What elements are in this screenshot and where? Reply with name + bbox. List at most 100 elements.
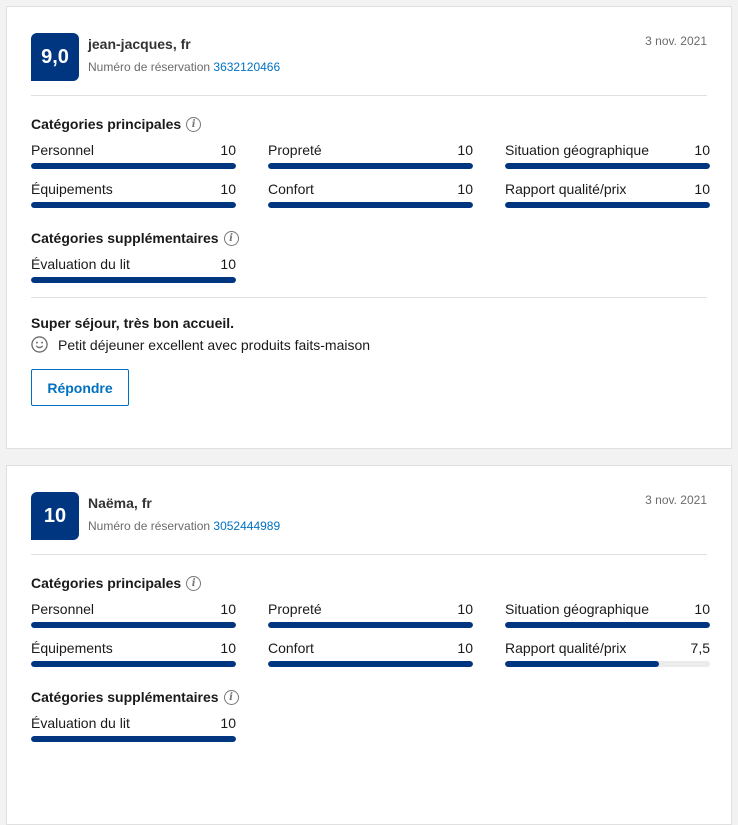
category-score: 10: [220, 715, 236, 731]
heading-text: Catégories supplémentaires: [31, 689, 219, 705]
category-score: 10: [694, 142, 710, 158]
category-main: Propreté 10: [268, 142, 473, 169]
extra-categories-heading: Catégories supplémentaires i: [31, 689, 707, 705]
score-bar: [268, 661, 473, 667]
category-label: Équipements: [31, 640, 113, 656]
main-categories-heading: Catégories principales i: [31, 575, 707, 591]
category-label: Évaluation du lit: [31, 715, 130, 731]
score-bar-fill: [505, 622, 710, 628]
category-label: Situation géographique: [505, 142, 650, 158]
score-bar-fill: [31, 661, 236, 667]
score-bar: [268, 163, 473, 169]
category-main: Équipements 10: [31, 181, 236, 208]
score-bar: [31, 163, 236, 169]
reservation-info: Numéro de réservation 3632120466: [88, 60, 280, 74]
score-bar-fill: [505, 661, 659, 667]
review-card: 9,0 jean-jacques, fr Numéro de réservati…: [6, 6, 732, 449]
reservation-label: Numéro de réservation: [88, 519, 211, 533]
reservation-label: Numéro de réservation: [88, 60, 211, 74]
category-label: Situation géographique: [505, 601, 650, 617]
divider: [31, 297, 707, 298]
score-bar: [31, 202, 236, 208]
category-extra: Évaluation du lit 10: [31, 256, 236, 283]
score-badge: 9,0: [31, 33, 79, 81]
category-main: Propreté 10: [268, 601, 473, 628]
category-label: Équipements: [31, 181, 113, 197]
category-score: 10: [220, 142, 236, 158]
score-bar: [31, 736, 236, 742]
score-bar-fill: [31, 736, 236, 742]
positive-comment: Petit déjeuner excellent avec produits f…: [31, 336, 707, 353]
category-score: 10: [457, 142, 473, 158]
category-score: 10: [457, 601, 473, 617]
score-bar: [31, 661, 236, 667]
info-icon[interactable]: i: [186, 116, 202, 132]
score-bar-fill: [31, 202, 236, 208]
category-main: Confort 10: [268, 640, 473, 667]
score-bar-fill: [268, 622, 473, 628]
score-bar: [505, 202, 710, 208]
category-score: 10: [220, 256, 236, 272]
guest-name: Naëma, fr: [88, 495, 152, 511]
review-title: Super séjour, très bon accueil.: [31, 315, 235, 331]
category-label: Confort: [268, 181, 314, 197]
category-score: 7,5: [690, 640, 710, 656]
score-bar: [268, 202, 473, 208]
category-main: Confort 10: [268, 181, 473, 208]
info-icon[interactable]: i: [223, 689, 239, 705]
category-main: Situation géographique 10: [505, 142, 710, 169]
category-label: Propreté: [268, 601, 322, 617]
reservation-number-link[interactable]: 3052444989: [213, 519, 281, 533]
reply-button[interactable]: Répondre: [31, 369, 129, 406]
extra-categories-heading: Catégories supplémentaires i: [31, 230, 707, 246]
score-bar: [31, 277, 236, 283]
category-label: Personnel: [31, 601, 95, 617]
reservation-number-link[interactable]: 3632120466: [213, 60, 281, 74]
main-categories-heading: Catégories principales i: [31, 116, 707, 132]
score-bar-fill: [31, 622, 236, 628]
category-main: Rapport qualité/prix 7,5: [505, 640, 710, 667]
extra-categories: Évaluation du lit 10: [31, 715, 707, 742]
category-score: 10: [220, 181, 236, 197]
category-score: 10: [220, 601, 236, 617]
score-bar: [505, 622, 710, 628]
category-score: 10: [457, 640, 473, 656]
score-bar-fill: [268, 202, 473, 208]
score-bar: [268, 622, 473, 628]
category-label: Confort: [268, 640, 314, 656]
score-bar: [31, 622, 236, 628]
category-main: Personnel 10: [31, 142, 236, 169]
comment-text: Petit déjeuner excellent avec produits f…: [58, 336, 371, 353]
category-score: 10: [694, 601, 710, 617]
score-bar-fill: [505, 202, 710, 208]
heading-text: Catégories principales: [31, 116, 182, 132]
category-main: Rapport qualité/prix 10: [505, 181, 710, 208]
info-icon[interactable]: i: [223, 230, 239, 246]
extra-categories: Évaluation du lit 10: [31, 256, 707, 283]
category-main: Personnel 10: [31, 601, 236, 628]
review-card: 10 Naëma, fr Numéro de réservation 30524…: [6, 465, 732, 825]
category-main: Situation géographique 10: [505, 601, 710, 628]
smiley-icon: [31, 336, 48, 353]
score-bar-fill: [31, 277, 236, 283]
score-badge: 10: [31, 492, 79, 540]
category-label: Rapport qualité/prix: [505, 181, 627, 197]
heading-text: Catégories principales: [31, 575, 182, 591]
score-bar-fill: [31, 163, 236, 169]
score-bar-fill: [268, 163, 473, 169]
category-main: Équipements 10: [31, 640, 236, 667]
score-bar: [505, 661, 710, 667]
heading-text: Catégories supplémentaires: [31, 230, 219, 246]
category-label: Rapport qualité/prix: [505, 640, 627, 656]
category-score: 10: [220, 640, 236, 656]
score-bar-fill: [505, 163, 710, 169]
info-icon[interactable]: i: [186, 575, 202, 591]
score-bar: [505, 163, 710, 169]
category-score: 10: [457, 181, 473, 197]
review-date: 3 nov. 2021: [645, 493, 707, 507]
category-label: Propreté: [268, 142, 322, 158]
category-label: Évaluation du lit: [31, 256, 130, 272]
guest-name: jean-jacques, fr: [88, 36, 191, 52]
category-label: Personnel: [31, 142, 95, 158]
category-extra: Évaluation du lit 10: [31, 715, 236, 742]
